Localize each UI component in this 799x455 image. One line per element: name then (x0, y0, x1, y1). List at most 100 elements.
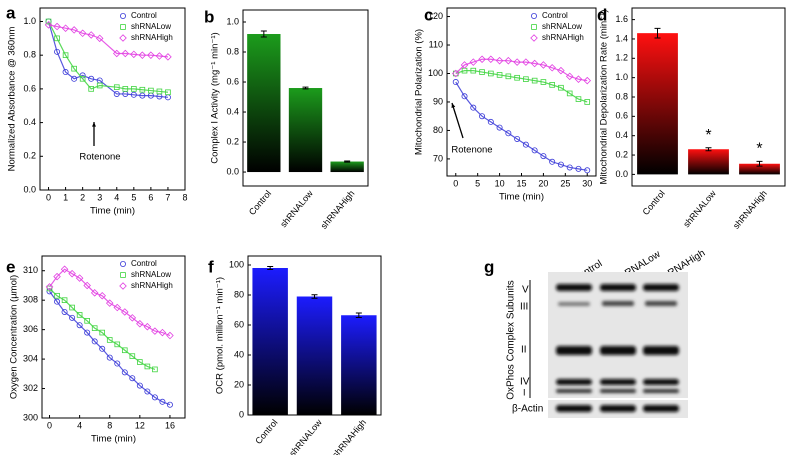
data-point (487, 118, 494, 125)
data-point (495, 56, 504, 65)
y-tick-label: 0.6 (226, 76, 239, 86)
x-tick-label: 10 (495, 178, 505, 188)
annotation: Rotenone (79, 152, 120, 163)
data-point (540, 79, 547, 85)
data-point (130, 50, 138, 59)
data-point (95, 34, 104, 43)
y-tick-label: 306 (23, 324, 38, 334)
y-tick-label: 40 (234, 349, 244, 359)
x-tick-label: shRNALow (681, 188, 718, 229)
data-point (522, 58, 530, 66)
data-point (460, 61, 469, 69)
x-tick-label: 20 (538, 178, 548, 188)
data-point (121, 49, 130, 58)
data-point (451, 69, 460, 78)
legend-marker (120, 24, 126, 30)
data-point (88, 86, 94, 92)
data-point (113, 90, 120, 97)
band-label: I (523, 387, 526, 397)
series-line (48, 24, 168, 58)
data-point (69, 304, 75, 311)
error-bar (311, 294, 318, 299)
data-point (159, 398, 166, 405)
data-point (166, 401, 173, 408)
y-tick-label: 1.0 (23, 16, 36, 26)
data-point (575, 165, 582, 172)
data-point (147, 51, 155, 59)
data-point (513, 58, 521, 66)
data-point (71, 65, 77, 72)
data-point (156, 88, 163, 95)
y-tick-label: 90 (433, 96, 443, 106)
error-bar (260, 30, 267, 38)
data-point (91, 325, 98, 331)
x-tick-label: shRNALow (278, 188, 315, 229)
data-point (139, 86, 146, 93)
data-point (539, 61, 548, 69)
significance-marker: * (756, 141, 762, 158)
x-tick-label: 0 (453, 178, 458, 188)
y-tick-label: 0 (239, 409, 244, 419)
data-point (44, 21, 53, 29)
data-point (452, 79, 459, 86)
data-point (574, 75, 583, 83)
error-bar (302, 86, 309, 90)
series-line (49, 290, 171, 406)
data-point (113, 84, 120, 91)
x-tick-label: 8 (107, 420, 112, 430)
data-point (131, 86, 137, 92)
data-point (121, 369, 128, 376)
chart-panel: b 0.0 0.2 0.4 0.6 0.8 1.0 Complex I Activity (m… (204, 7, 369, 231)
legend-label: shRNALow (131, 270, 171, 279)
data-point (71, 75, 78, 82)
y-tick-label: 0.4 (226, 106, 239, 116)
y-axis-title: Oxygen Concentration (µmol) (9, 275, 20, 399)
data-point (479, 69, 485, 75)
data-point (152, 366, 158, 373)
data-point (461, 93, 468, 100)
error-bar (654, 27, 661, 39)
data-point (138, 51, 147, 59)
data-point (166, 331, 174, 340)
x-tick-label: 30 (582, 178, 592, 188)
bar (739, 163, 780, 175)
panel-letter: a (6, 3, 16, 22)
data-point (83, 281, 91, 290)
data-point (69, 314, 76, 321)
x-tick-label: 4 (114, 192, 119, 202)
error-bar (756, 160, 763, 167)
data-point (129, 375, 136, 382)
data-point (114, 341, 121, 348)
data-point (61, 297, 68, 303)
data-point (165, 89, 171, 96)
y-axis-title: Mitochondrial Polarization (%) (414, 29, 425, 155)
data-point (122, 86, 129, 92)
y-tick-label: 0.8 (226, 46, 239, 56)
y-tick-label: 60 (234, 319, 244, 329)
y-tick-label: 1.0 (615, 72, 628, 82)
plot-frame (39, 7, 186, 191)
data-point (88, 75, 95, 82)
panel-letter: b (204, 7, 214, 26)
data-point (113, 303, 122, 312)
data-point (98, 291, 106, 300)
y-tick-label: 1.0 (226, 16, 239, 26)
y-axis-title: Normalized Absorbance @ 360nm (7, 27, 18, 172)
data-point (470, 67, 477, 74)
y-tick-label: 300 (23, 412, 38, 422)
western-blot: g Control shRNALow shRNAHigh V III II IV… (484, 248, 707, 418)
legend-label: Control (131, 11, 157, 20)
x-axis-title: Time (min) (90, 206, 135, 217)
legend-marker (531, 12, 538, 19)
data-point (62, 52, 69, 58)
legend-label: Control (542, 11, 568, 20)
series-line (49, 287, 156, 370)
data-point (137, 359, 143, 365)
annotation-arrowhead (92, 122, 96, 127)
data-point (121, 308, 129, 316)
x-axis-title: Time (min) (91, 434, 136, 445)
data-point (505, 73, 512, 80)
series-line (455, 58, 588, 82)
